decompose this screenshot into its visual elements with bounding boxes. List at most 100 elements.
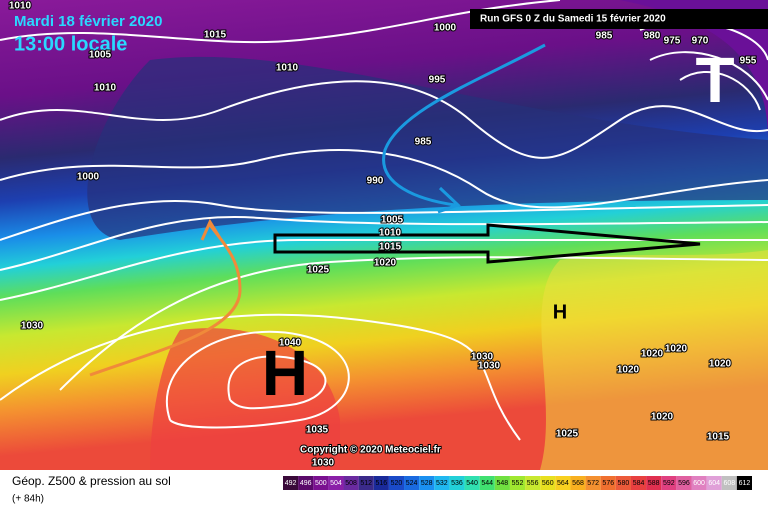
isobar-label: 1020 [641, 349, 664, 360]
date: Mardi 18 février 2020 [14, 13, 162, 30]
scale-swatch [525, 476, 541, 490]
isobar-label: 985 [596, 31, 613, 42]
scale-label: 540 [466, 480, 478, 487]
scale-label: 512 [360, 480, 372, 487]
isobar-label: 1040 [279, 338, 302, 349]
isobar-label: 1030 [312, 458, 335, 469]
scale-label: 528 [421, 480, 433, 487]
scale-swatch [661, 476, 677, 490]
scale-label: 612 [739, 480, 751, 487]
scale-swatch [388, 476, 405, 490]
isobar-label: 1010 [379, 228, 402, 239]
scale-swatch [313, 476, 329, 490]
isobar-label: 1020 [709, 359, 732, 370]
scale-swatch [479, 476, 495, 490]
isobar-label: 995 [429, 75, 446, 86]
isobar-label: 1020 [665, 344, 688, 355]
scale-label: 500 [315, 480, 327, 487]
scale-label: 604 [708, 480, 720, 487]
scale-label: 588 [648, 480, 660, 487]
scale-swatch [298, 476, 314, 490]
isobar-label: 1005 [381, 215, 404, 226]
high-area [150, 328, 340, 470]
scale-swatch [646, 476, 662, 490]
scale-label: 608 [723, 480, 735, 487]
scale-label: 536 [451, 480, 463, 487]
isobar-label: 1015 [204, 30, 227, 41]
scale-label: 548 [497, 480, 509, 487]
scale-label: 508 [345, 480, 357, 487]
scale-label: 520 [391, 480, 403, 487]
isobar-label: 1035 [306, 425, 329, 436]
scale-swatch [419, 476, 435, 490]
jet-arrow [273, 223, 701, 264]
scale-swatch [555, 476, 571, 490]
scale-swatch [706, 476, 722, 490]
warm-flow-arrow [89, 218, 242, 377]
scale-label: 496 [300, 480, 312, 487]
isobar-label: 1030 [478, 361, 501, 372]
isobar-label: 1010 [94, 83, 117, 94]
scale-swatch [449, 476, 465, 490]
scale-swatch [343, 476, 359, 490]
isobar-label: 1025 [307, 265, 330, 276]
isobar-label: 1020 [651, 412, 674, 423]
ridge-area [540, 250, 768, 470]
scale-label: 544 [481, 480, 493, 487]
pressure-center: H [262, 337, 308, 409]
scale-swatch [540, 476, 556, 490]
scale-swatch [721, 476, 737, 490]
scale-label: 552 [512, 480, 524, 487]
scale-swatch [464, 476, 480, 490]
copyright: Copyright © 2020 Meteociel.fr [300, 445, 441, 456]
isobar-label: 985 [415, 137, 432, 148]
scale-label: 532 [436, 480, 448, 487]
scale-swatch [676, 476, 692, 490]
scale-label: 492 [285, 480, 297, 487]
footer-title: Géop. Z500 & pression au sol [12, 474, 171, 488]
scale-label: 560 [542, 480, 554, 487]
scale-swatch [736, 476, 752, 490]
isobar-label: 1030 [21, 321, 44, 332]
scale-label: 600 [693, 480, 705, 487]
scale-label: 572 [587, 480, 599, 487]
footer-lead: (+ 84h) [12, 494, 44, 505]
scale-label: 504 [330, 480, 342, 487]
scale-swatch [600, 476, 616, 490]
run-info: Run GFS 0 Z du Samedi 15 février 2020 [480, 14, 666, 25]
scale-swatch [358, 476, 374, 490]
isobar-label: 1025 [556, 429, 579, 440]
scale-swatch [373, 476, 389, 490]
isobar-label: 1020 [374, 258, 397, 269]
scale-swatch [494, 476, 510, 490]
isobar-label: 980 [644, 31, 661, 42]
scale-label: 556 [527, 480, 539, 487]
scale-label: 568 [572, 480, 584, 487]
scale-swatch [570, 476, 586, 490]
isobar-label: 1010 [276, 63, 299, 74]
scale-label: 584 [633, 480, 645, 487]
scale-swatch [328, 476, 344, 490]
isobar-label: 1005 [89, 50, 112, 61]
isobar-label: 975 [664, 36, 681, 47]
scale-label: 516 [375, 480, 387, 487]
scale-swatch [630, 476, 647, 490]
scale-swatch [691, 476, 707, 490]
run-banner [470, 9, 768, 29]
scale-label: 576 [602, 480, 614, 487]
scale-label: 564 [557, 480, 569, 487]
isobar-label: 990 [367, 176, 384, 187]
isobar-label: 1020 [617, 365, 640, 376]
low-area [620, 0, 768, 140]
isobar-label: 1015 [379, 242, 402, 253]
pressure-center: H [553, 301, 567, 323]
scale-swatch [404, 476, 420, 490]
isobar-label: 1030 [471, 352, 494, 363]
isobar-label: 955 [740, 56, 757, 67]
cold-flow-arrow [382, 43, 546, 214]
scale-label: 524 [406, 480, 418, 487]
scale-swatch [509, 476, 526, 490]
time: 13:00 locale [14, 33, 127, 55]
pressure-center: T [695, 44, 734, 116]
